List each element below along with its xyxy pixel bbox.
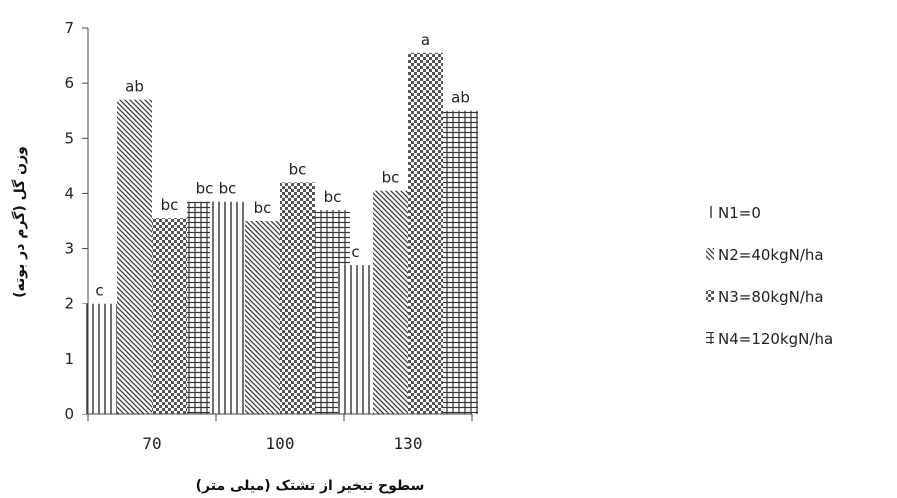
- legend: N1=0 N2=40kgN/ha N3=80kgN/ha N4=120kgN/ha: [706, 204, 833, 348]
- legend-swatch: [706, 290, 714, 302]
- y-axis-title: وزن گل (گرم در بوته): [11, 146, 28, 298]
- x-category-label: 100: [266, 434, 295, 453]
- y-tick-label: 6: [64, 74, 74, 92]
- legend-label: N4=120kgN/ha: [718, 330, 833, 348]
- significance-label: bc: [254, 199, 272, 217]
- y-tick-label: 7: [64, 19, 74, 37]
- bar: [210, 201, 245, 414]
- bar: [373, 190, 408, 414]
- significance-label: c: [351, 243, 359, 261]
- significance-label: bc: [161, 196, 179, 214]
- significance-label: ab: [451, 89, 470, 107]
- bar: [152, 218, 187, 414]
- legend-label: N1=0: [718, 204, 761, 222]
- y-tick-label: 4: [64, 184, 74, 202]
- legend-swatch: [706, 206, 714, 218]
- significance-label: bc: [219, 180, 237, 198]
- legend-label: N3=80kgN/ha: [718, 288, 824, 306]
- bar: [338, 265, 373, 414]
- y-tick-label: 1: [64, 350, 74, 368]
- significance-label: bc: [289, 160, 307, 178]
- bar: [443, 110, 478, 414]
- significance-label: bc: [324, 188, 342, 206]
- significance-label: a: [421, 31, 430, 49]
- x-axis-categories: 70 100 130: [142, 434, 422, 453]
- significance-label: bc: [196, 180, 214, 198]
- y-tick-label: 2: [64, 295, 74, 313]
- bar: [82, 303, 117, 414]
- y-tick-label: 0: [64, 405, 74, 423]
- bar: [408, 52, 443, 415]
- x-category-label: 130: [394, 434, 423, 453]
- bar: [117, 99, 152, 414]
- x-category-label: 70: [142, 434, 161, 453]
- bars-group: [82, 52, 478, 415]
- y-tick-label: 3: [64, 240, 74, 258]
- significance-label: bc: [382, 169, 400, 187]
- legend-swatch: [706, 332, 714, 344]
- significance-label: c: [95, 282, 103, 300]
- legend-swatch: [706, 248, 714, 260]
- x-axis-ticks: [87, 414, 473, 421]
- bar: [280, 182, 315, 414]
- legend-label: N2=40kgN/ha: [718, 246, 824, 264]
- bar: [245, 221, 280, 414]
- y-tick-label: 5: [64, 129, 74, 147]
- significance-label: ab: [125, 78, 144, 96]
- y-axis-ticks: 0 1 2 3 4 5 6 7: [64, 19, 88, 423]
- x-axis-title: سطوح تبخیر از تشتک (میلی متر): [196, 478, 425, 494]
